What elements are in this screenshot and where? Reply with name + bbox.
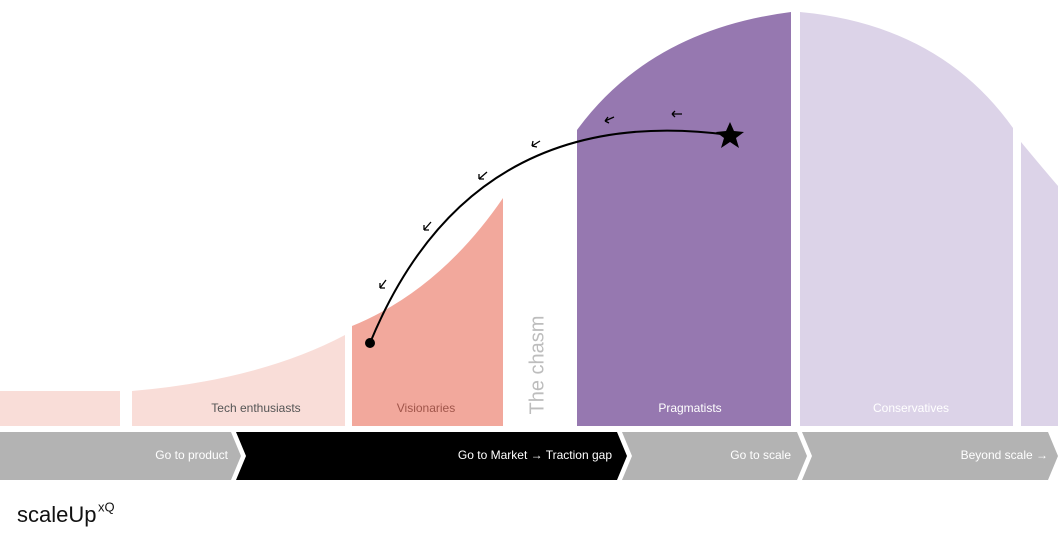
segment-label: Pragmatists	[658, 401, 721, 415]
logo-mark: xQ	[98, 499, 115, 514]
stage-chevron	[0, 432, 241, 480]
innovators-segment	[0, 391, 120, 426]
conservatives-segment	[800, 12, 1013, 426]
stage-label: Beyond scale →	[961, 448, 1048, 462]
stage-label: Go to Market → Traction gap	[458, 448, 612, 462]
journey-arc	[369, 129, 731, 344]
chasm-label: The chasm	[526, 316, 548, 415]
stage-label: Go to scale	[730, 448, 791, 462]
start-dot	[365, 338, 375, 348]
stage-label: Go to product	[155, 448, 228, 462]
laggards-segment	[1021, 142, 1058, 426]
segment-label: Tech enthusiasts	[211, 401, 300, 415]
segment-label: Conservatives	[873, 401, 949, 415]
stage-chevron	[802, 432, 1058, 480]
tech-enthusiasts-segment	[132, 335, 345, 426]
logo: scaleUp	[17, 502, 96, 527]
stage-chevron	[622, 432, 807, 480]
visionaries-segment	[352, 198, 503, 426]
stage-chevron	[236, 432, 627, 480]
pragmatists-segment	[577, 12, 791, 426]
star	[716, 122, 744, 148]
segment-label: Visionaries	[397, 401, 455, 415]
direction-arrows	[379, 110, 682, 289]
